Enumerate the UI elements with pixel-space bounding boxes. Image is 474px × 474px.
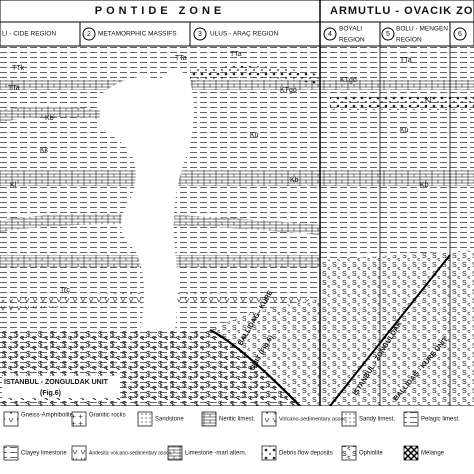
legend-label: Pelagic limest. bbox=[421, 417, 460, 423]
legend-label: Neritic limest. bbox=[219, 417, 255, 423]
legend: Gneiss-Amphibolite Granitic rocks Sandst… bbox=[0, 406, 474, 474]
unit-label: Trç bbox=[60, 287, 70, 294]
legend-label: Volcano-sedimentary assoc. bbox=[279, 416, 348, 422]
unit-label: TTk bbox=[12, 65, 25, 72]
legend-label: Sandy limest. bbox=[359, 417, 395, 423]
region-number: 5 bbox=[386, 31, 390, 38]
legend-label: Clayey limestone bbox=[21, 451, 67, 457]
section: TTk TTa TTa Kb Kl Kk Trç TTa KTgö Ku Kb … bbox=[0, 46, 474, 407]
unit-label: Kb bbox=[420, 182, 429, 189]
region-name: BOYALI bbox=[339, 26, 362, 33]
unit-label: Kl bbox=[10, 182, 17, 189]
region-number: 4 bbox=[328, 31, 332, 38]
unit-label: TTa bbox=[175, 55, 187, 62]
unit-label: Kk bbox=[40, 147, 49, 154]
unit-label: Kb bbox=[45, 115, 54, 122]
region-name: REGION bbox=[339, 37, 365, 44]
unit-name: (Fig.6) bbox=[40, 390, 61, 397]
unit-label: Kl bbox=[425, 97, 432, 104]
region-name: METAMORPHIC MASSIFS bbox=[98, 31, 177, 38]
region-number: 3 bbox=[198, 31, 202, 38]
unit-label: Ku bbox=[400, 127, 409, 134]
unit-label: KTgö bbox=[340, 77, 357, 84]
legend-label: Debris flow deposits bbox=[279, 451, 333, 457]
zone-name: ARMUTLU - OVACIK ZONE bbox=[330, 5, 474, 17]
unit-name: İSTANBUL - ZONGULDAK UNIT bbox=[4, 378, 109, 386]
legend-label: Gneiss-Amphibolite bbox=[21, 413, 74, 419]
region-number: 2 bbox=[87, 31, 91, 38]
unit-label: TTa bbox=[400, 57, 412, 64]
legend-label: Sandstone bbox=[155, 417, 184, 423]
region-name: BOLU - MENGEN bbox=[396, 26, 448, 33]
unit-label: TTa bbox=[8, 85, 20, 92]
zone-name: PONTIDE ZONE bbox=[95, 5, 226, 17]
unit-label: Ku bbox=[250, 132, 259, 139]
region-name: LI - CIDE REGION bbox=[2, 31, 56, 38]
region-name: REGION bbox=[396, 37, 422, 44]
region-name: ULUS - ARAÇ REGION bbox=[210, 31, 279, 38]
legend-label: Granitic rocks bbox=[89, 413, 126, 419]
header: PONTIDE ZONE ARMUTLU - OVACIK ZONE LI - … bbox=[0, 0, 474, 47]
legend-label: Limestone -marl altern. bbox=[185, 451, 247, 457]
region-number: 6 bbox=[458, 31, 462, 38]
legend-label: Mélange bbox=[421, 451, 445, 457]
legend-label: Andesitic volcano-sedimentary assoc. bbox=[89, 450, 173, 456]
metamorphic-massif bbox=[100, 70, 194, 330]
unit-label: Kb bbox=[290, 177, 299, 184]
unit-label: KTgö bbox=[280, 87, 297, 94]
unit-label: TTa bbox=[230, 51, 242, 58]
legend-label: Ophiolite bbox=[359, 451, 383, 457]
